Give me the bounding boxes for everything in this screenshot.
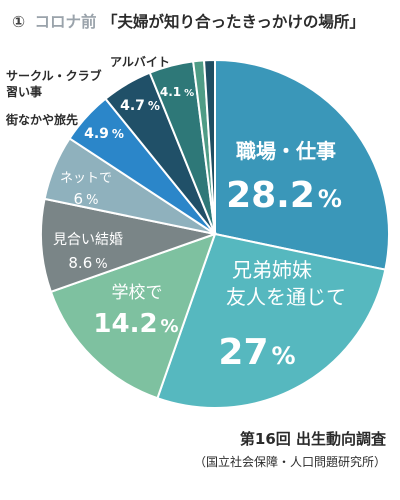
slice-value-circle: 4.7% [120,98,160,114]
slice-label-friends-2: 友人を通じて [226,285,346,309]
slice-label-school: 学校で [112,283,163,303]
title-question: 「夫婦が知り合ったきっかけの場所」 [101,13,365,31]
source-survey: 第16回 出生動向調査 [239,430,386,448]
title-number: ① [12,13,26,31]
slice-label-circle-2: 習い事 [6,84,42,99]
title-prefix: コロナ前 [34,13,97,31]
slice-label-circle-1: サークル・クラブ [6,68,102,83]
chart-title: ① コロナ前 「夫婦が知り合ったきっかけの場所」 [12,10,365,32]
source-note: 第16回 出生動向調査 （国立社会保障・人口問題研究所） [194,428,386,470]
pie-slice-0 [214,58,390,271]
pie-slice-9 [202,58,216,235]
source-organization: （国立社会保障・人口問題研究所） [193,455,386,469]
slice-value-machinaka: 4.9% [84,126,124,142]
slice-value-shokuba: 28.2% [226,175,342,216]
slice-label-net: ネットで [60,171,112,186]
slice-value-net: 6% [74,190,99,208]
slice-label-machinaka: 街なかや旅先 [5,112,78,127]
slice-value-arbeit: 4.1% [160,85,194,99]
slice-value-school: 14.2% [93,309,178,339]
slice-label-omiai: 見合い結婚 [53,232,123,248]
pie-slice-1 [156,232,387,409]
slice-value-omiai: 8.6% [68,254,107,272]
slice-label-shokuba: 職場・仕事 [236,139,336,163]
pie-slice-3 [40,197,219,294]
slice-label-friends-1: 兄弟姉妹 [232,258,312,282]
slice-value-friends: 27% [218,332,295,373]
pie-slice-2 [49,232,217,400]
slice-label-arbeit: アルバイト [110,55,170,69]
